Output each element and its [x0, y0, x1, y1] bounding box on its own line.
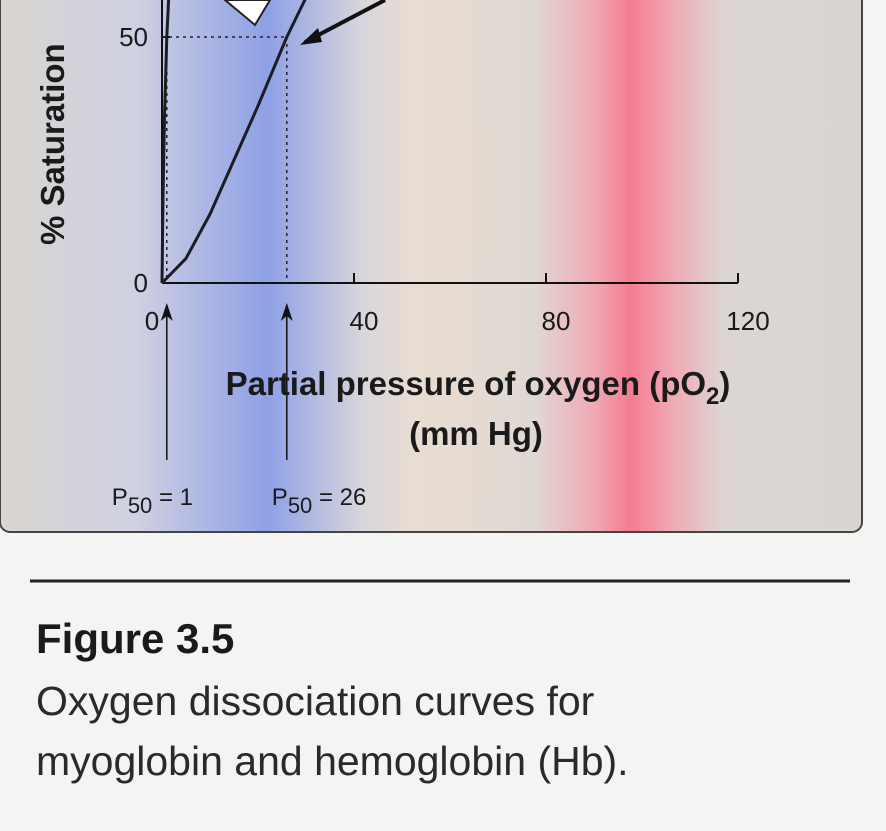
- x-axis-label-part: ): [719, 365, 730, 402]
- y-tick-label: 50: [119, 22, 148, 52]
- y-axis-label: % Saturation: [34, 43, 71, 245]
- p50-arrowhead: [160, 303, 173, 321]
- x-axis-units: (mm Hg): [409, 415, 543, 452]
- curve: [160, 0, 171, 284]
- caption-line: myoglobin and hemoglobin (Hb).: [36, 738, 629, 784]
- x-tick-label: 0: [145, 306, 159, 336]
- pointer-shape: [223, 0, 272, 27]
- p50-annotation: P50 = 1: [112, 484, 193, 518]
- p50-annotation: P50 = 26: [272, 484, 367, 518]
- y-tick-label: 0: [134, 268, 148, 298]
- x-axis-label-part: Partial pressure of oxygen (pO: [226, 365, 706, 402]
- figure-panel: [0, 0, 863, 533]
- p50-annotation-part: P: [112, 484, 128, 511]
- p50-annotation-part: 50: [288, 493, 312, 518]
- p50-arrowhead: [280, 303, 293, 321]
- caption-title: Figure 3.5: [36, 615, 234, 662]
- x-tick-label: 40: [350, 306, 379, 336]
- curve: [160, 0, 307, 285]
- p50-annotation-part: = 26: [312, 484, 366, 511]
- x-tick-label: 80: [542, 306, 571, 336]
- x-tick-label: 120: [726, 306, 769, 336]
- p50-annotation-part: 50: [128, 493, 152, 518]
- pointer-arrowhead: [300, 28, 322, 45]
- p50-annotation-part: P: [272, 484, 288, 511]
- p50-annotation-part: = 1: [152, 484, 193, 511]
- x-axis-label: Partial pressure of oxygen (pO2): [226, 365, 731, 410]
- x-axis-label-subscript: 2: [706, 383, 719, 410]
- caption-line: Oxygen dissociation curves for: [36, 678, 594, 724]
